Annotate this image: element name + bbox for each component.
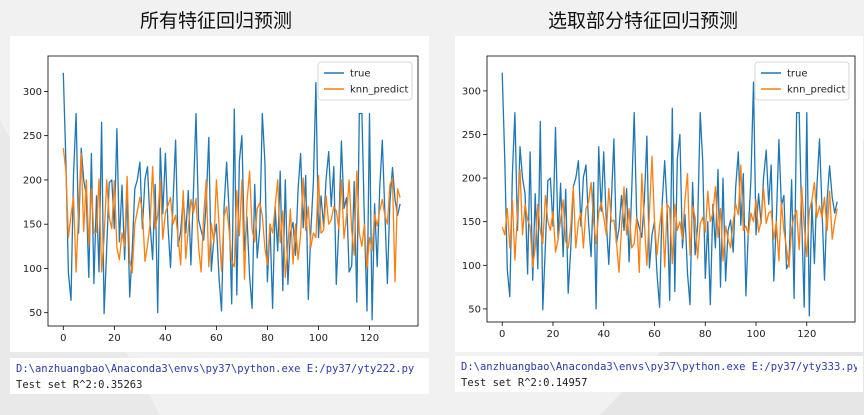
x-tick-label: 100 bbox=[746, 329, 765, 340]
x-tick-label: 100 bbox=[309, 333, 328, 344]
y-tick-label: 200 bbox=[23, 175, 42, 186]
console-command: D:\anzhuangbao\Anaconda3\envs\py37\pytho… bbox=[16, 363, 415, 375]
chart-selected-features: 0 20 40 60 80 100 120 50 100 150 200 250 300 true knn_… bbox=[462, 55, 856, 340]
y-tick-label: 150 bbox=[23, 220, 42, 231]
heading-all-features: 所有特征回归预测 bbox=[140, 10, 293, 32]
x-tick-label: 60 bbox=[648, 329, 661, 340]
console-result: Test set R^2:0.35263 bbox=[16, 379, 143, 391]
y-tick-label: 50 bbox=[29, 308, 42, 319]
console-result: Test set R^2:0.14957 bbox=[461, 377, 588, 389]
x-tick-label: 80 bbox=[699, 329, 712, 340]
series-line-knn-predict bbox=[62, 148, 401, 283]
y-tick-label: 200 bbox=[462, 174, 481, 185]
x-tick-label: 20 bbox=[108, 333, 121, 344]
heading-selected-features: 选取部分特征回归预测 bbox=[548, 10, 739, 32]
x-tick-label: 60 bbox=[210, 333, 223, 344]
x-tick-label: 40 bbox=[597, 329, 610, 340]
x-tick-label: 120 bbox=[360, 333, 379, 344]
x-tick-label: 0 bbox=[499, 329, 505, 340]
series-line-true bbox=[501, 72, 838, 317]
y-tick-label: 250 bbox=[23, 131, 42, 142]
y-tick-label: 300 bbox=[23, 87, 42, 98]
chart-panel-all-features: 0 20 40 60 80 100 120 50 100 150 200 250 300 true knn_… bbox=[10, 36, 429, 352]
y-tick-label: 150 bbox=[462, 217, 481, 228]
y-tick-label: 50 bbox=[468, 304, 481, 315]
plot-frame bbox=[47, 55, 419, 327]
x-tick-label: 40 bbox=[159, 333, 172, 344]
chart-panel-selected-features: 0 20 40 60 80 100 120 50 100 150 200 250 300 true knn_… bbox=[455, 36, 863, 352]
legend-box bbox=[317, 61, 413, 101]
legend-label: true bbox=[787, 69, 808, 80]
legend: true knn_predict bbox=[754, 61, 850, 101]
console-output-right: D:\anzhuangbao\Anaconda3\envs\py37\pytho… bbox=[455, 356, 863, 392]
y-tick-label: 300 bbox=[462, 86, 481, 97]
console-output-left: D:\anzhuangbao\Anaconda3\envs\py37\pytho… bbox=[10, 358, 429, 394]
y-tick-label: 100 bbox=[23, 264, 42, 275]
legend-box bbox=[754, 61, 850, 101]
chart-all-features: 0 20 40 60 80 100 120 50 100 150 200 250 300 true knn_… bbox=[23, 55, 419, 344]
x-tick-label: 120 bbox=[797, 329, 816, 340]
x-tick-label: 0 bbox=[60, 333, 66, 344]
plot-frame bbox=[486, 55, 856, 323]
series-line-true bbox=[62, 72, 401, 321]
legend-label: true bbox=[350, 69, 371, 80]
x-tick-label: 80 bbox=[261, 333, 274, 344]
legend-label: knn_predict bbox=[350, 85, 408, 96]
legend-label: knn_predict bbox=[787, 85, 845, 96]
console-command: D:\anzhuangbao\Anaconda3\envs\py37\pytho… bbox=[461, 361, 857, 373]
series-line-knn-predict bbox=[501, 155, 838, 273]
x-tick-label: 20 bbox=[547, 329, 560, 340]
y-tick-label: 250 bbox=[462, 130, 481, 141]
y-tick-label: 100 bbox=[462, 261, 481, 272]
legend: true knn_predict bbox=[317, 61, 413, 101]
